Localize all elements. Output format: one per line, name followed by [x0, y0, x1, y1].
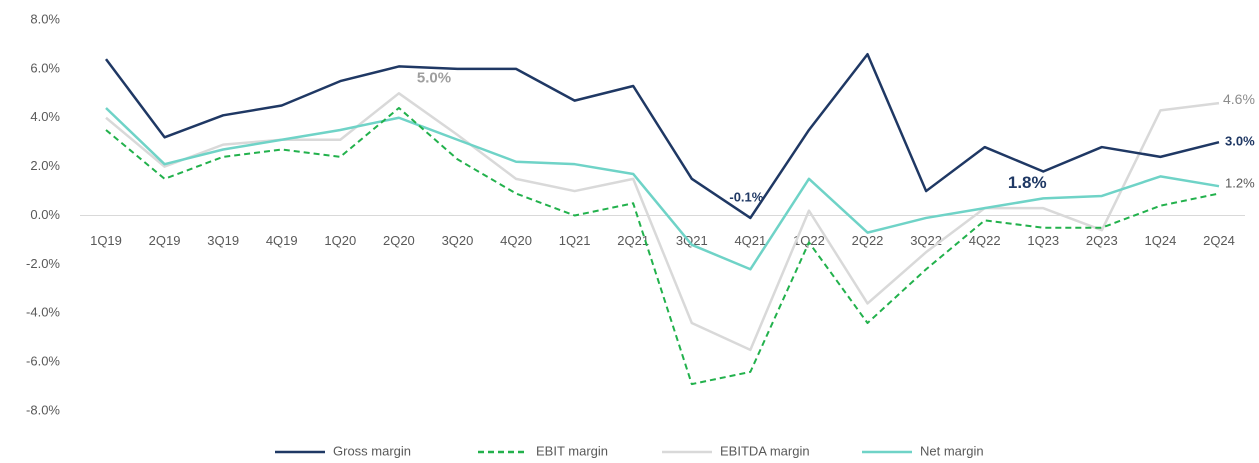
x-tick-label: 2Q20 [383, 233, 415, 248]
x-tick-label: 4Q21 [734, 233, 766, 248]
x-tick-label: 3Q22 [910, 233, 942, 248]
x-tick-label: 1Q24 [1145, 233, 1177, 248]
data-label: 4.6% [1223, 91, 1255, 107]
legend-label: EBIT margin [536, 443, 608, 458]
data-label: 3.0% [1225, 134, 1255, 149]
x-tick-label: 2Q23 [1086, 233, 1118, 248]
x-tick-label: 1Q22 [793, 233, 825, 248]
data-label: 1.2% [1225, 176, 1255, 191]
series-line [105, 92, 1220, 352]
y-tick-label: 8.0% [30, 11, 60, 26]
x-tick-label: 2Q19 [149, 233, 181, 248]
x-tick-label: 2Q22 [852, 233, 884, 248]
legend-label: EBITDA margin [720, 443, 810, 458]
legend-label: Net margin [920, 443, 984, 458]
x-tick-label: 1Q20 [324, 233, 356, 248]
y-tick-label: 6.0% [30, 60, 60, 75]
x-tick-label: 1Q23 [1027, 233, 1059, 248]
y-tick-label: 4.0% [30, 109, 60, 124]
y-tick-label: -6.0% [26, 354, 60, 369]
x-tick-label: 4Q20 [500, 233, 532, 248]
y-tick-label: 0.0% [30, 207, 60, 222]
x-tick-label: 4Q22 [969, 233, 1001, 248]
y-tick-label: -8.0% [26, 402, 60, 417]
data-label: 1.8% [1008, 173, 1047, 192]
y-tick-label: 2.0% [30, 158, 60, 173]
x-tick-label: 2Q24 [1203, 233, 1235, 248]
x-tick-label: 3Q20 [442, 233, 474, 248]
x-tick-label: 1Q21 [559, 233, 591, 248]
x-tick-label: 3Q19 [207, 233, 239, 248]
data-label: -0.1% [729, 189, 763, 204]
legend-label: Gross margin [333, 443, 411, 458]
series-line [105, 107, 1220, 271]
x-tick-label: 4Q19 [266, 233, 298, 248]
y-tick-label: -4.0% [26, 305, 60, 320]
x-tick-label: 2Q21 [617, 233, 649, 248]
data-label: 5.0% [417, 69, 451, 86]
y-tick-label: -2.0% [26, 256, 60, 271]
series-line [104, 52, 1220, 220]
x-tick-label: 1Q19 [90, 233, 122, 248]
